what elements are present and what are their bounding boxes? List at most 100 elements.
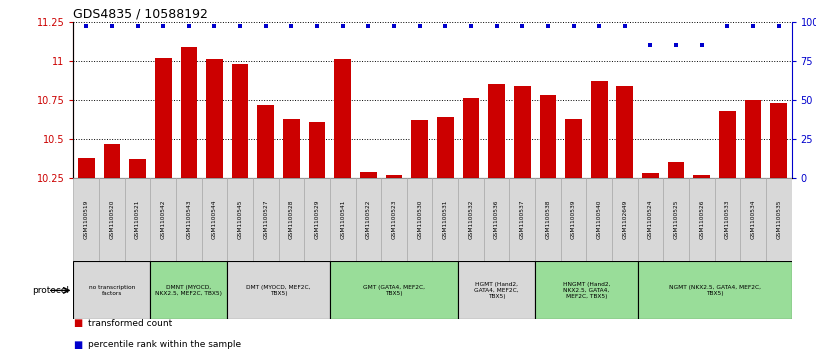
Text: GSM1100526: GSM1100526 xyxy=(699,200,704,239)
Bar xyxy=(253,178,278,261)
Text: GSM1102649: GSM1102649 xyxy=(623,200,628,239)
Text: GSM1100527: GSM1100527 xyxy=(264,200,268,239)
Bar xyxy=(228,261,330,319)
Bar xyxy=(770,103,787,178)
Bar xyxy=(663,178,689,261)
Bar xyxy=(488,84,505,178)
Bar xyxy=(283,119,299,178)
Bar xyxy=(745,100,761,178)
Text: HGMT (Hand2,
GATA4, MEF2C,
TBX5): HGMT (Hand2, GATA4, MEF2C, TBX5) xyxy=(474,282,519,299)
Bar xyxy=(335,59,351,178)
Bar xyxy=(591,81,607,178)
Bar xyxy=(278,178,304,261)
Bar xyxy=(73,178,99,261)
Bar xyxy=(330,261,458,319)
Bar xyxy=(78,158,95,178)
Bar xyxy=(509,178,535,261)
Bar xyxy=(612,178,637,261)
Text: GSM1100523: GSM1100523 xyxy=(392,200,397,239)
Bar xyxy=(719,111,736,178)
Text: GSM1100530: GSM1100530 xyxy=(417,200,422,239)
Text: GMT (GATA4, MEF2C,
TBX5): GMT (GATA4, MEF2C, TBX5) xyxy=(363,285,425,296)
Bar xyxy=(561,178,587,261)
Bar xyxy=(386,175,402,178)
Bar xyxy=(535,178,561,261)
Text: DMT (MYOCD, MEF2C,
TBX5): DMT (MYOCD, MEF2C, TBX5) xyxy=(246,285,311,296)
Bar xyxy=(381,178,407,261)
Text: GSM1100539: GSM1100539 xyxy=(571,200,576,239)
Bar xyxy=(667,162,685,178)
Text: GSM1100543: GSM1100543 xyxy=(186,200,191,239)
Bar xyxy=(458,261,535,319)
Text: HNGMT (Hand2,
NKX2.5, GATA4,
MEF2C, TBX5): HNGMT (Hand2, NKX2.5, GATA4, MEF2C, TBX5… xyxy=(562,282,610,299)
Text: GSM1100532: GSM1100532 xyxy=(468,200,473,239)
Bar xyxy=(150,178,176,261)
Text: GSM1100534: GSM1100534 xyxy=(751,200,756,239)
Text: NGMT (NKX2.5, GATA4, MEF2C,
TBX5): NGMT (NKX2.5, GATA4, MEF2C, TBX5) xyxy=(668,285,761,296)
Bar xyxy=(616,86,633,178)
Bar xyxy=(125,178,150,261)
Text: GSM1100542: GSM1100542 xyxy=(161,200,166,239)
Text: percentile rank within the sample: percentile rank within the sample xyxy=(88,340,242,349)
Bar xyxy=(99,178,125,261)
Bar xyxy=(642,173,659,178)
Bar xyxy=(232,64,248,178)
Text: GSM1100525: GSM1100525 xyxy=(674,200,679,239)
Bar xyxy=(228,178,253,261)
Bar xyxy=(539,95,557,178)
Bar xyxy=(432,178,458,261)
Text: GDS4835 / 10588192: GDS4835 / 10588192 xyxy=(73,8,208,21)
Text: GSM1100533: GSM1100533 xyxy=(725,200,730,239)
Bar xyxy=(637,261,792,319)
Text: GSM1100535: GSM1100535 xyxy=(776,200,781,239)
Bar xyxy=(411,120,428,178)
Text: ■: ■ xyxy=(73,318,82,328)
Text: transformed count: transformed count xyxy=(88,319,172,327)
Text: GSM1100537: GSM1100537 xyxy=(520,200,525,239)
Bar xyxy=(694,175,710,178)
Text: GSM1100521: GSM1100521 xyxy=(135,200,140,239)
Bar xyxy=(356,178,381,261)
Text: GSM1100529: GSM1100529 xyxy=(315,200,320,239)
Text: GSM1100541: GSM1100541 xyxy=(340,200,345,239)
Bar xyxy=(587,178,612,261)
Text: GSM1100536: GSM1100536 xyxy=(494,200,499,239)
Bar xyxy=(257,105,274,178)
Bar xyxy=(360,172,377,178)
Text: GSM1100519: GSM1100519 xyxy=(84,200,89,239)
Bar xyxy=(565,119,582,178)
Text: GSM1100522: GSM1100522 xyxy=(366,200,370,239)
Text: GSM1100540: GSM1100540 xyxy=(596,200,601,239)
Bar xyxy=(176,178,202,261)
Bar xyxy=(458,178,484,261)
Text: GSM1100538: GSM1100538 xyxy=(545,200,550,239)
Text: GSM1100524: GSM1100524 xyxy=(648,200,653,239)
Bar xyxy=(514,86,530,178)
Bar xyxy=(73,261,150,319)
Bar xyxy=(484,178,509,261)
Bar xyxy=(308,122,326,178)
Bar xyxy=(104,143,120,178)
Bar xyxy=(766,178,792,261)
Text: GSM1100531: GSM1100531 xyxy=(443,200,448,239)
Text: DMNT (MYOCD,
NKX2.5, MEF2C, TBX5): DMNT (MYOCD, NKX2.5, MEF2C, TBX5) xyxy=(155,285,222,296)
Bar xyxy=(304,178,330,261)
Text: GSM1100520: GSM1100520 xyxy=(109,200,114,239)
Bar xyxy=(437,117,454,178)
Text: GSM1100544: GSM1100544 xyxy=(212,200,217,239)
Bar xyxy=(689,178,715,261)
Bar xyxy=(637,178,663,261)
Text: protocol: protocol xyxy=(33,286,69,295)
Bar xyxy=(740,178,766,261)
Text: GSM1100545: GSM1100545 xyxy=(237,200,242,239)
Text: GSM1100528: GSM1100528 xyxy=(289,200,294,239)
Bar xyxy=(155,58,171,178)
Text: no transcription
factors: no transcription factors xyxy=(89,285,135,296)
Bar xyxy=(330,178,356,261)
Text: ■: ■ xyxy=(73,340,82,350)
Bar xyxy=(180,47,197,178)
Bar xyxy=(715,178,740,261)
Bar xyxy=(407,178,432,261)
Bar xyxy=(463,98,479,178)
Bar xyxy=(206,59,223,178)
